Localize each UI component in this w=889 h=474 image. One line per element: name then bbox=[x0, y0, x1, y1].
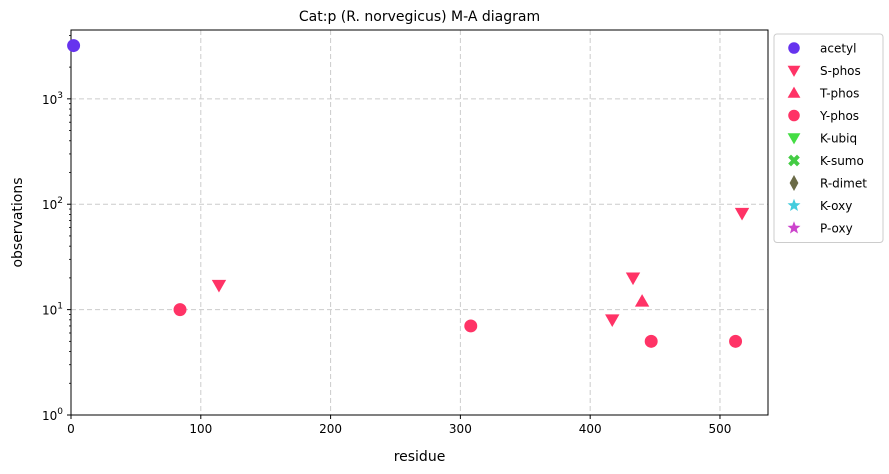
legend-marker-t-phos bbox=[787, 86, 801, 98]
grid bbox=[71, 30, 768, 415]
y-tick-base: 10 bbox=[42, 93, 57, 107]
legend-label: S-phos bbox=[820, 64, 861, 78]
legend-label: acetyl bbox=[820, 42, 856, 56]
legend-marker-acetyl bbox=[788, 42, 800, 54]
point-t-phos bbox=[634, 294, 650, 307]
x-tick-label: 100 bbox=[189, 422, 212, 436]
y-axis-label: observations bbox=[10, 177, 26, 267]
y-tick-label: 101 bbox=[42, 302, 63, 318]
point-s-phos bbox=[211, 279, 227, 293]
legend-label: K-ubiq bbox=[820, 132, 857, 146]
point-s-phos bbox=[605, 314, 620, 328]
legend-marker-k-oxy bbox=[787, 198, 801, 211]
point-s-phos bbox=[625, 272, 641, 286]
x-axis-label: residue bbox=[394, 449, 446, 465]
x-tick-label: 300 bbox=[449, 422, 472, 436]
y-tick-base: 10 bbox=[42, 304, 57, 318]
legend-label: T-phos bbox=[819, 87, 859, 101]
y-tick-exponent: 3 bbox=[57, 91, 63, 101]
legend-marker-k-ubiq bbox=[787, 133, 801, 145]
point-s-phos bbox=[734, 207, 750, 221]
chart-title: Cat:p (R. norvegicus) M-A diagram bbox=[299, 9, 540, 25]
legend-label: K-sumo bbox=[820, 154, 864, 168]
x-tick-label: 0 bbox=[67, 422, 75, 436]
y-tick-exponent: 0 bbox=[57, 407, 63, 417]
plot-area bbox=[70, 29, 769, 416]
x-tick-label: 500 bbox=[709, 422, 732, 436]
point-y-phos bbox=[464, 319, 478, 333]
legend: acetyl S-phos T-phos Y-phos K-ubiq K-sumo R-di… bbox=[773, 33, 884, 243]
point-y-phos bbox=[729, 334, 743, 348]
y-tick-label: 100 bbox=[42, 407, 63, 423]
legend-label: P-oxy bbox=[820, 222, 853, 236]
data-points bbox=[67, 39, 750, 348]
y-tick-exponent: 2 bbox=[57, 196, 63, 206]
x-axis: 0 100 200 300 400 500 bbox=[67, 415, 731, 436]
x-tick-label: 200 bbox=[319, 422, 342, 436]
legend-marker-k-sumo bbox=[788, 154, 800, 167]
legend-marker-r-dimet bbox=[789, 175, 799, 191]
point-y-phos bbox=[173, 303, 187, 317]
x-tick-label: 400 bbox=[579, 422, 602, 436]
y-tick-label: 102 bbox=[42, 196, 63, 212]
y-tick-base: 10 bbox=[42, 198, 57, 212]
legend-label: K-oxy bbox=[820, 199, 852, 213]
legend-marker-p-oxy bbox=[787, 221, 801, 234]
legend-marker-y-phos bbox=[788, 109, 800, 122]
y-tick-base: 10 bbox=[42, 409, 57, 423]
y-tick-exponent: 1 bbox=[57, 302, 63, 312]
legend-frame bbox=[773, 33, 884, 243]
legend-marker-s-phos bbox=[787, 65, 801, 77]
legend-label: Y-phos bbox=[819, 109, 859, 123]
legend-label: R-dimet bbox=[820, 177, 867, 191]
legend-marker-k-sumo-stroke bbox=[788, 154, 800, 167]
point-y-phos bbox=[644, 334, 658, 348]
point-acetyl bbox=[67, 39, 81, 53]
y-tick-label: 103 bbox=[42, 91, 63, 107]
